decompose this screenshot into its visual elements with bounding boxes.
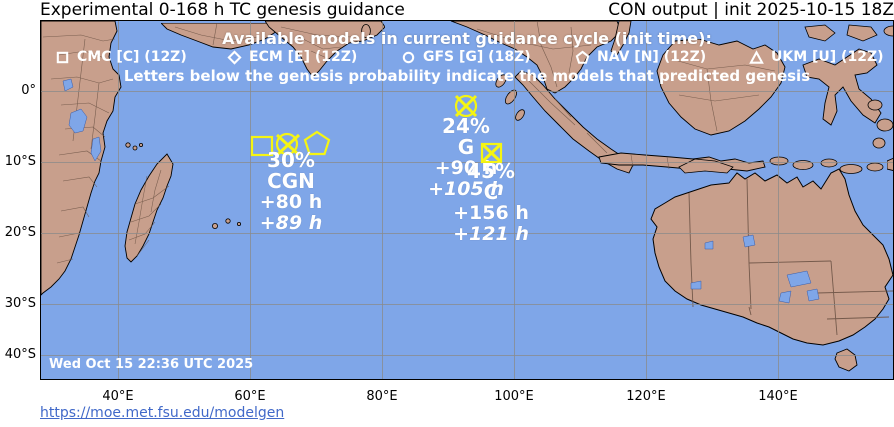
land-timor	[677, 155, 737, 177]
x-tick-140e: 140°E	[758, 389, 798, 404]
gridline-lon-60e	[250, 21, 251, 379]
gridline-lon-140e	[778, 21, 779, 379]
genesis-label-area-north-sumatra: 24% G +90 h +105 h	[428, 114, 504, 200]
y-tick-40s: 40°S	[4, 347, 36, 362]
genesis-symbols-area-west-indian-ocean[interactable]	[249, 129, 333, 161]
legend-heading: Available models in current guidance cyc…	[222, 29, 712, 48]
gridline-lat-40s	[41, 355, 893, 356]
legend-label-ukm: UKM [U] (12Z)	[771, 49, 884, 65]
land-india	[265, 21, 385, 79]
legend-note: Letters below the genesis probability in…	[123, 67, 811, 85]
legend-item-ukm[interactable]: UKM [U] (12Z)	[749, 47, 884, 67]
x-tick-100e: 100°E	[494, 389, 534, 404]
land-maluku-papua-west	[865, 95, 893, 155]
land-indochina	[441, 21, 621, 101]
legend-item-nav[interactable]: NAV [N] (12Z)	[575, 47, 706, 67]
land-africa	[41, 21, 171, 379]
gridline-lon-100e	[514, 21, 515, 379]
figure-title-right: CON output | init 2025-10-15 18Z	[608, 0, 894, 20]
y-tick-20s: 20°S	[4, 225, 36, 240]
land-madagascar	[123, 152, 187, 274]
land-sri-lanka	[359, 23, 373, 39]
genesis-lead-first: +90 h	[434, 157, 498, 180]
legend-label-nav: NAV [N] (12Z)	[597, 49, 707, 65]
diamond-marker-icon	[227, 49, 242, 65]
genesis-probability: 45%	[467, 159, 515, 183]
genesis-symbols-area-south-sumatra[interactable]	[478, 140, 506, 170]
gridline-lon-80e	[382, 21, 383, 379]
legend-item-gfs[interactable]: GFS [G] (18Z)	[401, 47, 531, 67]
gridline-lat-10s	[41, 162, 893, 163]
gridline-lat-20s	[41, 233, 893, 234]
land-mascarene-islands	[211, 217, 245, 233]
map-timestamp: Wed Oct 15 22:36 UTC 2025	[49, 357, 254, 372]
gridline-lon-40e	[118, 21, 119, 379]
square-marker-icon	[56, 51, 69, 63]
circle-marker-icon	[402, 51, 415, 63]
triangle-marker-icon	[749, 49, 764, 64]
legend-label-cmc: CMC [C] (12Z)	[77, 49, 187, 65]
source-url-link[interactable]: https://moe.met.fsu.edu/modelgen	[40, 405, 285, 421]
land-nias-islands	[493, 73, 527, 127]
land-philippines-south	[801, 23, 893, 49]
legend-symbol-row: CMC [C] (12Z) ECM [E] (12Z) GFS [G] (18Z…	[41, 47, 893, 67]
land-australia	[631, 167, 893, 379]
legend-item-cmc[interactable]: CMC [C] (12Z)	[55, 47, 187, 67]
genesis-lead-last: +105 h	[428, 177, 504, 200]
legend-item-ecm[interactable]: ECM [E] (12Z)	[227, 47, 357, 67]
land-sulawesi	[797, 47, 893, 143]
land-sumatra	[511, 69, 661, 189]
y-tick-30s: 30°S	[4, 296, 36, 311]
land-comoros	[125, 141, 147, 155]
gridline-lat-0	[41, 91, 893, 92]
genesis-symbols-area-north-sumatra[interactable]	[449, 91, 483, 125]
gridline-lon-120e	[646, 21, 647, 379]
x-tick-60e: 60°E	[234, 389, 266, 404]
genesis-label-area-west-indian-ocean: 30% CGN +80 h +89 h	[259, 148, 323, 234]
y-tick-10s: 10°S	[4, 154, 36, 169]
y-tick-0: 0°	[21, 83, 36, 98]
genesis-lead-first: +80 h	[259, 191, 323, 214]
land-malay-peninsula	[601, 21, 641, 61]
genesis-lead-last: +89 h	[259, 211, 323, 234]
genesis-lead-last: +121 h	[453, 222, 529, 245]
genesis-probability: 30%	[267, 148, 315, 172]
genesis-lead-first: +156 h	[453, 202, 529, 225]
map-canvas: Available models in current guidance cyc…	[41, 21, 893, 379]
genesis-label-area-south-sumatra: 45% C +156 h +121 h	[453, 159, 529, 245]
x-tick-120e: 120°E	[626, 389, 666, 404]
genesis-probability: 24%	[442, 114, 490, 138]
land-papua-new-guinea	[887, 149, 893, 199]
genesis-models: C	[483, 180, 499, 205]
x-tick-40e: 40°E	[102, 389, 134, 404]
legend-label-ecm: ECM [E] (12Z)	[249, 49, 358, 65]
figure-title-left: Experimental 0-168 h TC genesis guidance	[40, 0, 405, 20]
x-tick-80e: 80°E	[366, 389, 398, 404]
map-panel[interactable]: Available models in current guidance cyc…	[40, 20, 894, 380]
genesis-models: G	[457, 135, 475, 160]
genesis-models: CGN	[267, 169, 315, 194]
legend-label-gfs: GFS [G] (18Z)	[423, 49, 531, 65]
pentagon-marker-icon	[575, 50, 590, 64]
gridline-lat-30s	[41, 304, 893, 305]
